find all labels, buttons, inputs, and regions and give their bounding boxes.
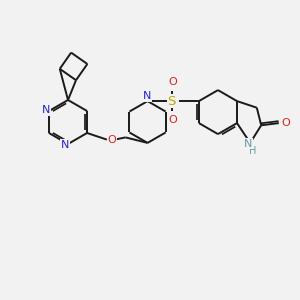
Text: O: O bbox=[168, 115, 177, 125]
Text: N: N bbox=[143, 91, 152, 101]
Text: O: O bbox=[168, 77, 177, 87]
Text: N: N bbox=[61, 140, 69, 150]
Text: H: H bbox=[248, 146, 256, 156]
Text: O: O bbox=[281, 118, 290, 128]
Text: N: N bbox=[244, 139, 252, 149]
Text: S: S bbox=[168, 94, 176, 108]
Text: O: O bbox=[107, 135, 116, 145]
Text: N: N bbox=[42, 105, 50, 115]
